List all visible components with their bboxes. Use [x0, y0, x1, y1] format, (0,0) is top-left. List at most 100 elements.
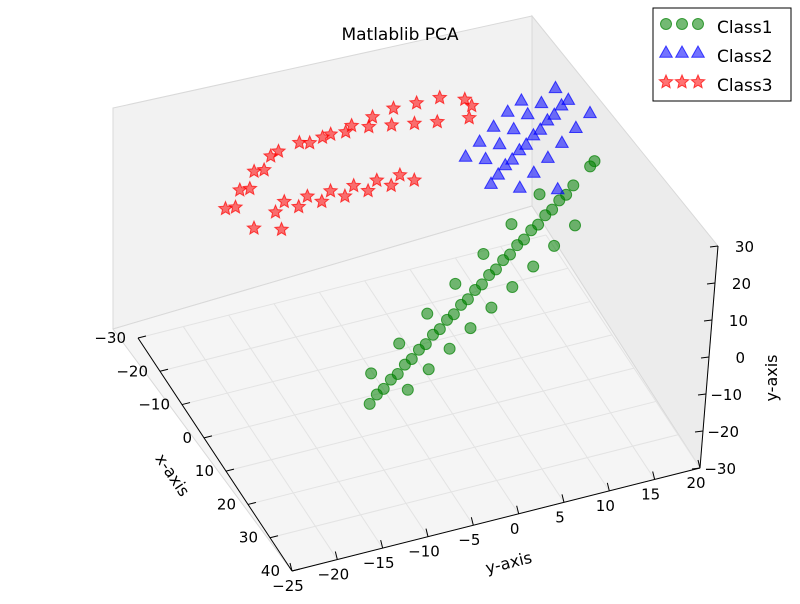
z-tick-mark-3	[700, 356, 710, 359]
s3-point-13	[313, 193, 330, 209]
y-tick-mark-7	[606, 482, 610, 492]
y-tick-label-3: −10	[408, 543, 440, 561]
x-tick-label-6: 30	[239, 529, 258, 547]
legend-marker-class3-0	[658, 73, 674, 89]
y-tick-label-9: 20	[686, 474, 705, 492]
y-tick-label-7: 10	[596, 497, 615, 515]
y-tick-label-2: −15	[363, 554, 395, 572]
y-tick-group: −25 −20 −15 −10 −5 0 5 10 15 20	[272, 459, 706, 595]
legend-marker-class1-1	[676, 18, 688, 30]
y-tick-mark-1	[334, 551, 338, 560]
z-tick-mark-0	[691, 467, 701, 470]
s2-point-20	[540, 150, 556, 163]
s3-point-35	[231, 181, 248, 197]
floor-grid-y-4	[318, 291, 474, 526]
z-axis-label: y-axis	[762, 354, 781, 401]
s1-point-10	[433, 323, 446, 336]
s3-point-10	[429, 113, 446, 129]
x-tick-mark-7	[291, 568, 301, 572]
s3-point-30	[322, 182, 339, 198]
s1-point-18	[489, 263, 502, 276]
s1-point-2	[377, 382, 390, 395]
y-tick-label-5: 0	[510, 520, 520, 538]
s3-point-16	[383, 177, 400, 193]
floor-grid-x-4	[225, 367, 635, 472]
legend-label-class3: Class3	[717, 76, 773, 96]
s1-point-34	[485, 301, 498, 314]
s3-point-23	[408, 94, 425, 110]
s3-point-1	[241, 180, 258, 196]
s3-point-8	[383, 116, 400, 132]
s3-point-31	[345, 177, 362, 193]
s1-point-35	[506, 281, 519, 294]
s1-point-37	[548, 239, 561, 252]
s1-point-20	[504, 248, 516, 261]
floor-grid-y-3	[273, 303, 429, 537]
floor-grid-y-5	[364, 280, 520, 515]
s2-point-3	[505, 151, 520, 165]
x-axis-line	[137, 337, 293, 572]
z-tick-label-0: −30	[704, 460, 736, 478]
s3-point-7	[360, 118, 377, 134]
x-tick-mark-5	[247, 501, 257, 505]
s1-point-12	[447, 308, 460, 321]
s2-point-18	[512, 180, 527, 193]
z-tick-group: −30 −20 −10 0 10 20 30	[691, 238, 754, 478]
s2-point-19	[526, 165, 541, 178]
s1-point-36	[527, 260, 540, 273]
s3-point-18	[301, 134, 318, 150]
legend-box	[652, 7, 792, 102]
s2-point-0	[483, 176, 499, 189]
floor-grid-y-7	[454, 257, 610, 492]
s3-point-19	[322, 126, 339, 142]
floor-grid-y-6	[409, 269, 565, 503]
s2-point-23	[582, 105, 598, 119]
y-tick-label-4: −5	[458, 531, 480, 549]
s2-point-29	[550, 181, 565, 195]
s2-point-11	[561, 92, 576, 105]
s1-point-40	[393, 337, 406, 350]
s1-point-14	[461, 293, 474, 306]
s2-point-13	[492, 136, 507, 150]
y-tick-mark-4	[470, 517, 474, 526]
x-tick-mark-4	[225, 468, 235, 472]
s1-point-8	[419, 338, 432, 351]
s1-point-26	[546, 203, 559, 216]
s1-point-44	[505, 218, 518, 231]
x-tick-label-1: −20	[116, 362, 148, 380]
s3-point-3	[270, 143, 287, 159]
x-tick-label-4: 10	[195, 462, 214, 480]
s1-point-24	[532, 218, 545, 231]
s1-point-4	[391, 367, 404, 380]
s3-point-25	[456, 91, 473, 107]
s1-point-31	[422, 363, 435, 376]
s2-point-28	[514, 92, 529, 106]
x-tick-label-0: −30	[94, 329, 126, 347]
y-tick-label-0: −25	[272, 577, 304, 595]
s3-point-39	[273, 221, 290, 237]
s2-point-1	[491, 166, 506, 180]
x-tick-mark-0	[137, 335, 147, 339]
s3-point-20	[343, 117, 360, 133]
s2-point-15	[520, 106, 535, 120]
s1-point-47	[588, 155, 601, 168]
s3-point-9	[406, 115, 423, 131]
s1-point-0	[363, 397, 376, 410]
s1-point-39	[365, 367, 378, 380]
s1-point-45	[533, 188, 546, 201]
x-axis-label: x-axis	[151, 450, 193, 500]
s1-point-6	[405, 353, 418, 366]
floor-grid-y-2	[228, 314, 384, 549]
legend-marker-class3-2	[690, 73, 706, 89]
s3-point-36	[246, 163, 263, 179]
legend-marker-class2-1	[674, 44, 690, 58]
s3-point-2	[256, 161, 273, 177]
legend-marker-class1-2	[692, 18, 704, 30]
z-tick-mark-6	[709, 245, 719, 248]
legend-label-class1: Class1	[717, 18, 773, 38]
s2-point-14	[506, 121, 521, 135]
s1-point-16	[475, 278, 488, 291]
floor-grid-x-2	[181, 301, 591, 406]
z-tick-label-6: 30	[735, 238, 754, 256]
